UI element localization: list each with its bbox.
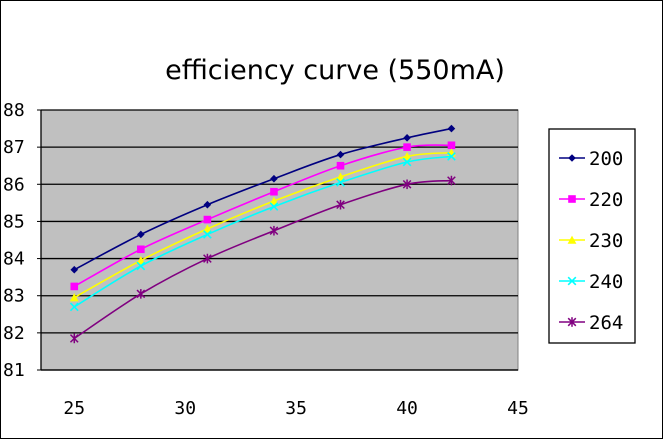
legend-label: 220 xyxy=(589,189,623,211)
data-point xyxy=(336,199,345,210)
legend-item-220: 220 xyxy=(559,189,623,211)
axes-group: 81 82 83 84 85 86 87 88 25 30 35 40 45 xyxy=(3,100,529,419)
data-point xyxy=(137,230,145,239)
legend-label: 240 xyxy=(589,271,623,293)
data-point xyxy=(136,261,146,271)
chart-title: efficiency curve (550mA) xyxy=(165,55,505,86)
data-point xyxy=(202,224,212,233)
data-point xyxy=(203,230,212,239)
y-tick-label: 84 xyxy=(3,249,25,270)
marker-stroke xyxy=(402,157,412,167)
data-point xyxy=(70,282,79,291)
data-point xyxy=(402,179,412,190)
legend-marker xyxy=(567,235,577,244)
legend-item-230: 230 xyxy=(559,230,623,252)
y-tick-label: 82 xyxy=(3,323,25,344)
marker-stroke xyxy=(269,202,279,211)
series-230 xyxy=(69,148,456,302)
y-tick-label: 86 xyxy=(3,174,25,195)
x-tick-label: 45 xyxy=(507,398,529,419)
y-tick-label: 83 xyxy=(3,286,25,307)
x-tick-label: 30 xyxy=(174,398,196,419)
data-point xyxy=(447,152,456,161)
legend-label: 230 xyxy=(589,230,623,252)
series-240 xyxy=(69,152,456,312)
marker-stroke xyxy=(69,302,79,312)
plot-area xyxy=(40,109,519,371)
data-point xyxy=(270,174,278,183)
data-point xyxy=(270,187,278,196)
legend-box xyxy=(548,128,636,344)
series-200 xyxy=(70,124,456,274)
data-point xyxy=(336,172,345,181)
data-point xyxy=(203,200,212,209)
data-point xyxy=(136,289,146,299)
data-point xyxy=(269,196,279,205)
data-point xyxy=(336,161,345,170)
data-point xyxy=(137,245,145,254)
data-point xyxy=(203,215,212,224)
series-220 xyxy=(70,141,456,291)
data-point xyxy=(269,225,279,236)
data-point xyxy=(402,152,412,161)
marker-stroke xyxy=(567,276,577,286)
data-point xyxy=(336,150,345,159)
marker-stroke xyxy=(136,261,146,271)
legend-item-264: 264 xyxy=(559,312,623,334)
legend-label: 264 xyxy=(589,312,623,334)
data-point xyxy=(69,302,79,312)
y-tick-label: 81 xyxy=(3,360,25,381)
data-point xyxy=(203,253,212,264)
data-point xyxy=(402,157,412,167)
marker-stroke xyxy=(447,152,456,161)
legend-label: 200 xyxy=(589,148,623,170)
data-point xyxy=(269,202,279,211)
y-tick-label: 88 xyxy=(3,100,25,121)
data-point xyxy=(70,265,79,274)
x-tick-label: 35 xyxy=(285,398,307,419)
data-point xyxy=(403,134,411,142)
legend-marker xyxy=(567,317,577,327)
y-tick-label: 85 xyxy=(3,211,25,232)
legend-item-240: 240 xyxy=(559,271,623,293)
data-point xyxy=(403,143,411,151)
legend: 200 220 230 240 264 xyxy=(548,128,636,344)
data-point xyxy=(447,141,456,150)
series-group xyxy=(69,124,456,344)
x-tick-label: 25 xyxy=(63,398,85,419)
legend-item-200: 200 xyxy=(559,148,623,170)
data-point xyxy=(69,293,79,302)
plot-area-group xyxy=(40,109,519,371)
marker-stroke xyxy=(336,178,345,187)
y-tick-label: 87 xyxy=(3,137,25,158)
marker-stroke xyxy=(203,230,212,239)
series-264 xyxy=(69,175,456,344)
legend-marker xyxy=(568,154,576,162)
data-point xyxy=(136,256,146,265)
legend-marker xyxy=(567,276,577,286)
legend-marker xyxy=(568,195,576,203)
x-tick-label: 40 xyxy=(396,398,418,419)
data-point xyxy=(447,175,456,186)
data-point xyxy=(69,333,79,344)
data-point xyxy=(336,178,345,187)
data-point xyxy=(447,124,456,133)
